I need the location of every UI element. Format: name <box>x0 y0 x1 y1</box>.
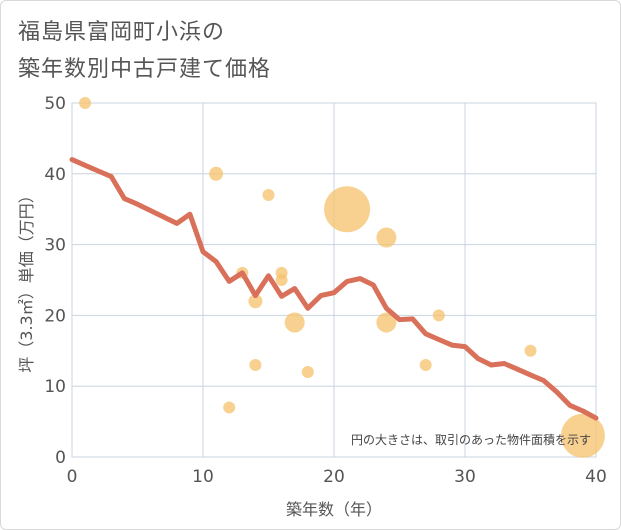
y-tick-label: 40 <box>44 165 66 185</box>
scatter-point <box>376 312 397 333</box>
y-tick-label: 20 <box>44 306 66 326</box>
chart-title: 福島県富岡町小浜の 築年数別中古戸建て価格 <box>18 14 271 88</box>
chart-title-line1: 福島県富岡町小浜の <box>18 20 226 45</box>
x-axis-title: 築年数（年） <box>286 500 382 519</box>
scatter-point <box>284 312 305 333</box>
x-tick-label: 10 <box>192 467 214 487</box>
scatter-point <box>524 344 537 357</box>
y-tick-label: 50 <box>44 94 66 114</box>
scatter-point <box>249 358 262 371</box>
scatter-point <box>275 266 288 279</box>
y-tick-label: 10 <box>44 377 66 397</box>
scatter-point <box>301 366 314 379</box>
x-tick-label: 0 <box>67 467 78 487</box>
scatter-point <box>560 413 605 458</box>
chart-annotation: 円の大きさは、取引のあった物件面積を示す <box>351 432 591 447</box>
scatter-point <box>432 309 445 322</box>
scatter-point <box>209 166 224 181</box>
scatter-point <box>248 294 263 309</box>
chart-title-line2: 築年数別中古戸建て価格 <box>18 57 272 82</box>
scatter-point <box>79 97 92 109</box>
scatter-point <box>324 186 371 233</box>
y-axis-title: 坪（3.3㎡）単価（万円） <box>17 187 36 372</box>
trend-line <box>69 157 599 421</box>
scatter-point <box>419 358 432 371</box>
x-tick-label: 40 <box>585 467 607 487</box>
y-tick-label: 30 <box>44 236 66 256</box>
x-tick-label: 30 <box>454 467 476 487</box>
scatter-point <box>262 189 275 202</box>
scatter-point <box>223 401 236 414</box>
y-tick-label: 0 <box>55 448 66 468</box>
scatter-point <box>376 227 397 248</box>
x-tick-label: 20 <box>323 467 345 487</box>
